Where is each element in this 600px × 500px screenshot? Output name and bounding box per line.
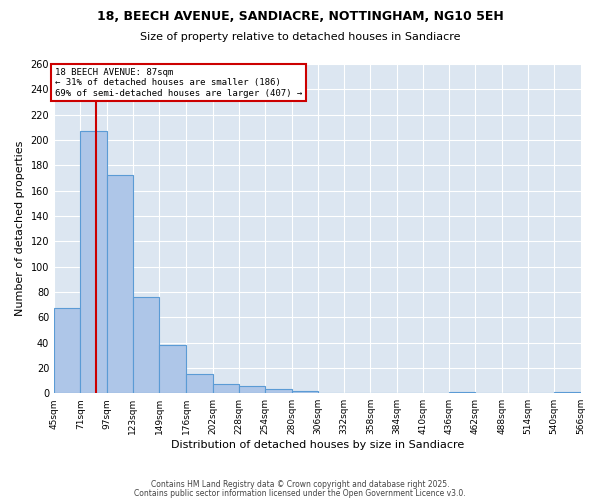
Bar bbox=[80, 131, 107, 393]
Bar bbox=[187, 374, 212, 393]
Text: 18, BEECH AVENUE, SANDIACRE, NOTTINGHAM, NG10 5EH: 18, BEECH AVENUE, SANDIACRE, NOTTINGHAM,… bbox=[97, 10, 503, 23]
Bar bbox=[133, 297, 159, 393]
Text: Contains HM Land Registry data © Crown copyright and database right 2025.: Contains HM Land Registry data © Crown c… bbox=[151, 480, 449, 489]
Bar bbox=[265, 390, 292, 393]
X-axis label: Distribution of detached houses by size in Sandiacre: Distribution of detached houses by size … bbox=[170, 440, 464, 450]
Bar bbox=[54, 308, 80, 393]
Text: Size of property relative to detached houses in Sandiacre: Size of property relative to detached ho… bbox=[140, 32, 460, 42]
Y-axis label: Number of detached properties: Number of detached properties bbox=[15, 141, 25, 316]
Bar bbox=[239, 386, 265, 393]
Bar bbox=[212, 384, 239, 393]
Bar bbox=[449, 392, 475, 393]
Text: Contains public sector information licensed under the Open Government Licence v3: Contains public sector information licen… bbox=[134, 490, 466, 498]
Bar bbox=[554, 392, 581, 393]
Bar bbox=[159, 345, 187, 393]
Bar bbox=[107, 176, 133, 393]
Text: 18 BEECH AVENUE: 87sqm
← 31% of detached houses are smaller (186)
69% of semi-de: 18 BEECH AVENUE: 87sqm ← 31% of detached… bbox=[55, 68, 302, 98]
Bar bbox=[292, 390, 318, 393]
